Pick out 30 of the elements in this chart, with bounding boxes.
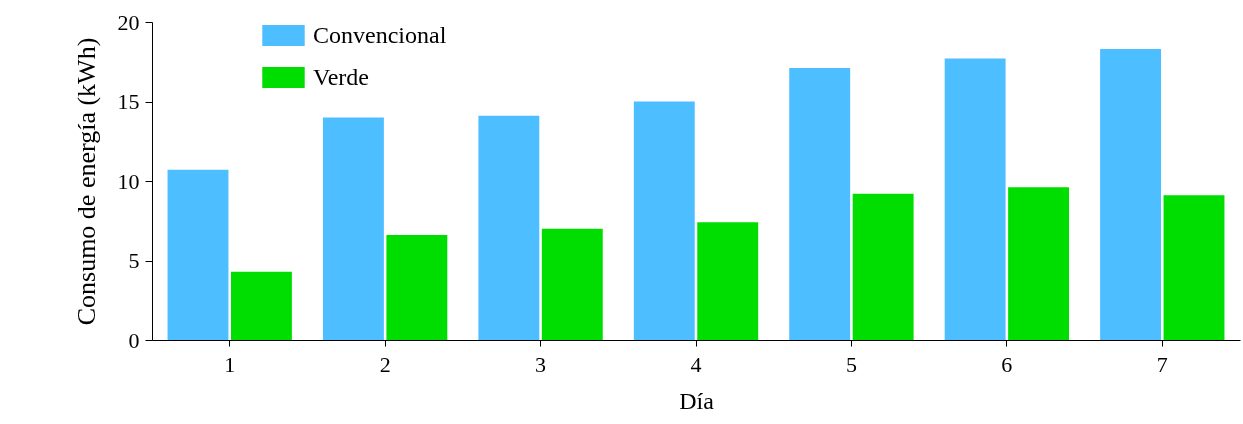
x-tick-label: 5	[845, 351, 857, 377]
y-tick-label: 5	[128, 248, 140, 273]
bar	[1100, 49, 1162, 340]
x-tick-label: 4	[690, 351, 702, 377]
bar	[478, 115, 540, 340]
y-tick-label: 15	[117, 89, 140, 114]
x-axis-title: Día	[679, 387, 715, 414]
bar	[1008, 187, 1070, 340]
bar	[944, 58, 1006, 340]
x-tick-label: 2	[379, 351, 391, 377]
bar	[697, 222, 759, 340]
y-tick-label: 0	[128, 327, 140, 353]
x-tick-label: 3	[535, 351, 547, 377]
x-tick-label: 1	[224, 351, 236, 377]
y-axis-title: Consumo de energía (kWh)	[71, 37, 101, 326]
bar	[230, 271, 292, 340]
x-tick-label: 6	[1001, 351, 1013, 377]
bar	[633, 101, 695, 340]
bar	[789, 68, 851, 340]
legend-label: Convencional	[313, 21, 447, 48]
bar	[852, 193, 914, 340]
bar	[1163, 195, 1225, 340]
bar	[541, 228, 603, 340]
y-tick-label: 20	[117, 9, 140, 35]
bar	[167, 169, 229, 340]
legend-label: Verde	[313, 63, 369, 90]
bar	[386, 235, 448, 340]
x-tick-label: 7	[1156, 351, 1168, 377]
y-tick-label: 10	[117, 168, 140, 194]
bar	[322, 117, 384, 340]
